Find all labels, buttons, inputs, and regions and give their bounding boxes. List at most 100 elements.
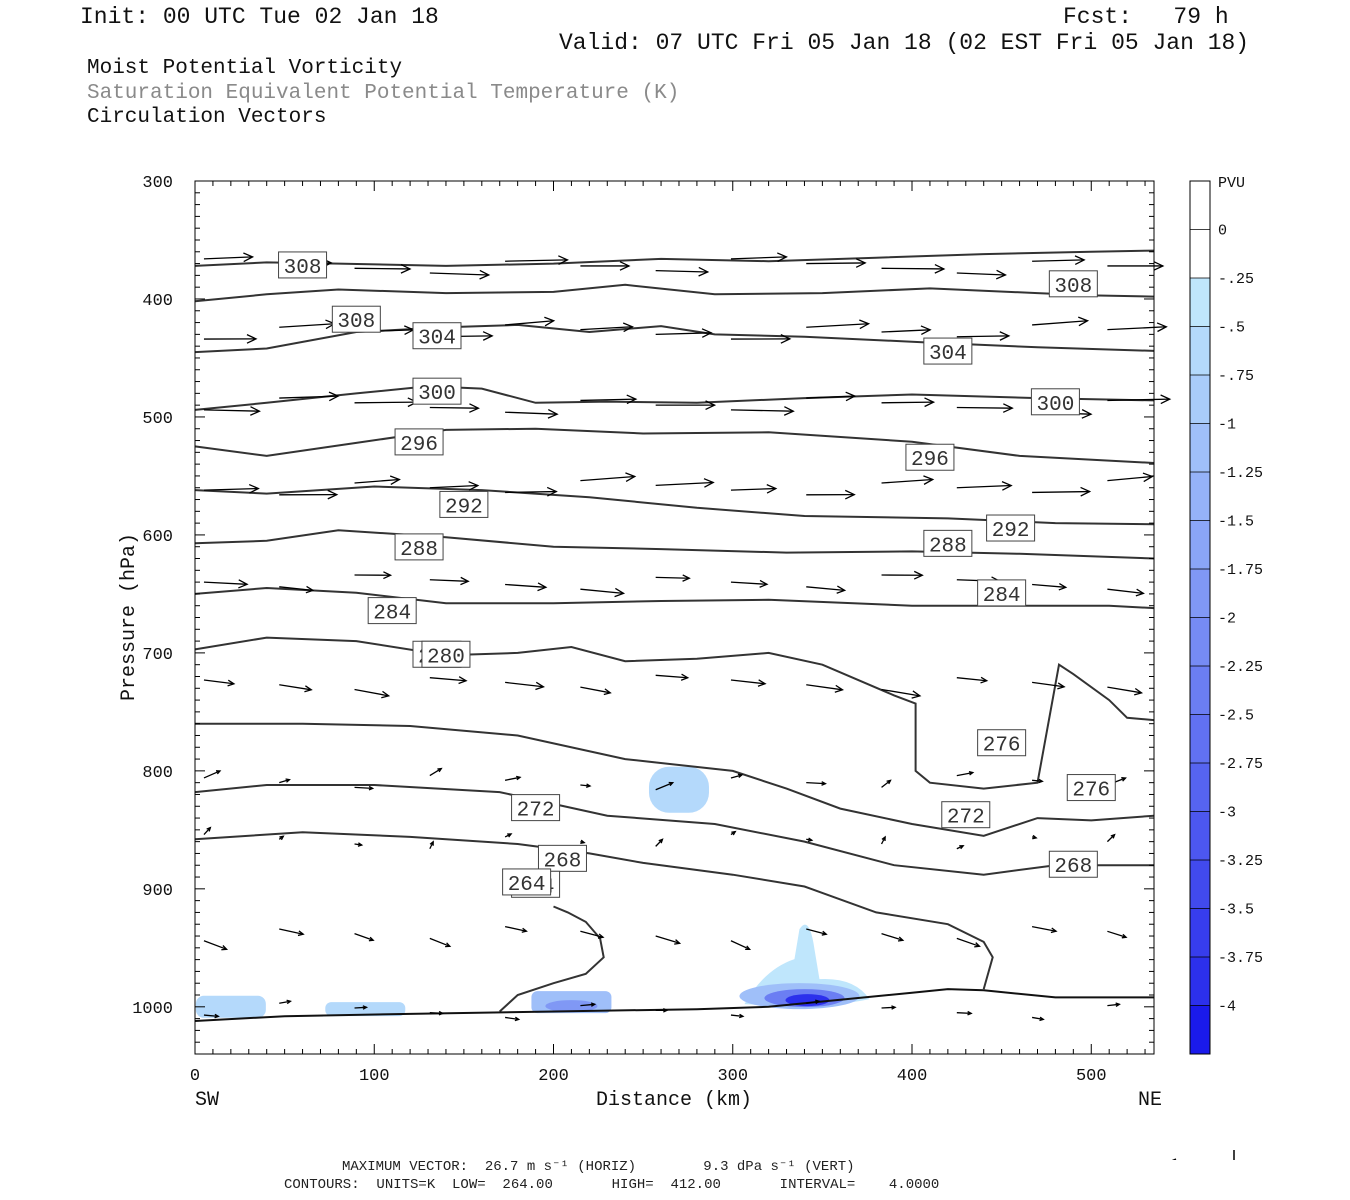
contour-label-layer: 308 308 308 304 304 300 300 296 296 292 292 288 288 2… — [278, 251, 1116, 899]
circulation-vector-head — [668, 781, 675, 787]
circulation-vector — [1032, 259, 1085, 262]
pv-shading-layer — [195, 766, 870, 1018]
x-tick-label: 500 — [1076, 1067, 1107, 1086]
circulation-vector — [730, 581, 768, 585]
circulation-vector-head — [1058, 583, 1068, 591]
circulation-vector-head — [537, 582, 548, 592]
circulation-vector — [203, 770, 221, 779]
circulation-vector — [730, 774, 743, 779]
circulation-vector — [580, 475, 635, 482]
pv-blob — [325, 1002, 406, 1017]
circulation-vector-head — [923, 475, 935, 485]
circulation-vector-head — [438, 1010, 445, 1016]
x-tick-label: 200 — [538, 1067, 569, 1086]
circulation-vector-head — [731, 830, 737, 836]
contour-label-box — [412, 322, 462, 350]
circulation-vector — [354, 1006, 367, 1009]
circulation-vector — [956, 677, 987, 682]
contour-label: 300 — [1037, 394, 1075, 417]
circulation-vector-head — [469, 403, 480, 413]
circulation-vector-head — [999, 331, 1011, 341]
circulation-vector — [354, 478, 400, 484]
circulation-vector — [203, 679, 234, 685]
circulation-vector — [203, 256, 253, 260]
circulation-vector — [881, 688, 921, 697]
contour-label-box — [977, 729, 1027, 757]
circulation-vector-head — [206, 826, 212, 832]
contour-line — [499, 905, 605, 1013]
circulation-vector-head — [381, 690, 391, 699]
circulation-vector — [279, 323, 335, 328]
circulation-vector — [730, 940, 750, 950]
contour-line — [194, 784, 1154, 876]
colorbar-label: -3 — [1218, 805, 1236, 822]
circulation-vector-head — [1002, 403, 1014, 413]
colorbar-label: -3.25 — [1218, 853, 1263, 870]
circulation-vector-head — [855, 258, 867, 268]
circulation-vector-head — [1153, 261, 1165, 271]
circulation-vector-head — [886, 779, 892, 785]
circulation-vector — [429, 406, 479, 409]
circulation-vector — [429, 937, 451, 947]
circulation-vector — [505, 411, 558, 415]
sw-label: SW — [195, 1089, 219, 1112]
circulation-vector — [655, 782, 673, 791]
colorbar-cell — [1190, 714, 1210, 764]
forecast-hour: Fcst: 79 h — [1063, 4, 1229, 30]
x-axis-label: Distance (km) — [596, 1089, 752, 1112]
circulation-vector — [1031, 925, 1057, 932]
contour-label: 288 — [929, 535, 967, 558]
circulation-vector-head — [516, 775, 522, 781]
circulation-vector — [1031, 1016, 1044, 1021]
circulation-vector — [580, 930, 604, 938]
circulation-vector-head — [546, 486, 558, 497]
circulation-vector-head — [1057, 682, 1066, 690]
circulation-vector — [806, 684, 843, 691]
colorbar-label: -2.5 — [1218, 708, 1254, 725]
contour-label-box — [977, 579, 1027, 607]
circulation-vector-head — [777, 252, 788, 263]
circulation-vector — [504, 776, 521, 781]
colorbar-label: -1.5 — [1218, 514, 1254, 531]
circulation-vector — [279, 586, 313, 591]
circulation-vector-head — [1074, 255, 1086, 265]
colorbar-cell — [1190, 520, 1210, 570]
circulation-vector-head — [586, 783, 592, 788]
circulation-vector — [429, 484, 478, 489]
title-theta: Saturation Equivalent Potential Temperat… — [87, 82, 680, 105]
colorbar-label: -.5 — [1218, 320, 1245, 337]
contour-label-box — [923, 337, 973, 365]
circulation-vector — [1107, 686, 1142, 694]
colorbar-label: -4 — [1218, 999, 1236, 1016]
circulation-vector — [1106, 834, 1116, 843]
x-tick-label: 300 — [717, 1067, 748, 1086]
circulation-vector-head — [968, 770, 975, 776]
circulation-vector — [505, 259, 568, 262]
circulation-vector-head — [580, 839, 586, 845]
reference-vector — [1171, 1150, 1235, 1160]
circulation-vector — [806, 262, 866, 265]
contour-line — [194, 427, 1155, 464]
circulation-vector — [881, 267, 944, 270]
circulation-vector-head — [547, 409, 559, 419]
contour-label: 268 — [544, 850, 582, 873]
circulation-vector — [956, 1012, 972, 1015]
valid-time: Valid: 07 UTC Fri 05 Jan 18 (02 EST Fri … — [559, 30, 1250, 56]
contour-line — [194, 283, 1155, 303]
title-pv: Moist Potential Vorticity — [87, 57, 403, 80]
circulation-vector-head — [759, 579, 769, 588]
circulation-vector-head — [507, 833, 513, 838]
circulation-vector — [580, 1003, 595, 1007]
circulation-vector-head — [821, 930, 828, 936]
circulation-vector-head — [674, 939, 682, 945]
circulation-vector — [956, 937, 980, 947]
circulation-vector-head — [757, 679, 767, 687]
circulation-vector — [806, 586, 845, 591]
circulation-vector-head — [445, 942, 452, 948]
circulation-vector-head — [1050, 927, 1058, 934]
contour-label: 264 — [508, 874, 546, 897]
contour-label-box — [1048, 270, 1098, 298]
circulation-vector — [203, 940, 227, 950]
circulation-vector-head — [1121, 933, 1128, 939]
pv-blob — [648, 766, 709, 813]
